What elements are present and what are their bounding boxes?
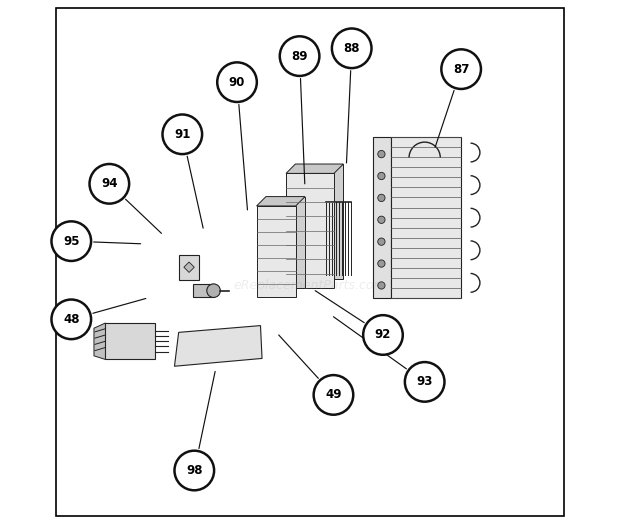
Text: eReplacementParts.com: eReplacementParts.com — [234, 279, 386, 292]
Circle shape — [280, 36, 319, 76]
Polygon shape — [266, 196, 305, 288]
Polygon shape — [179, 255, 199, 280]
Circle shape — [89, 164, 129, 204]
Circle shape — [405, 362, 445, 402]
Text: 49: 49 — [326, 388, 342, 401]
Text: 90: 90 — [229, 75, 246, 89]
Circle shape — [378, 238, 385, 245]
Circle shape — [378, 260, 385, 267]
Polygon shape — [184, 262, 194, 272]
Text: 89: 89 — [291, 50, 308, 62]
Polygon shape — [174, 325, 262, 366]
Circle shape — [174, 451, 214, 490]
Bar — [105, 323, 155, 359]
Circle shape — [207, 284, 220, 298]
Text: 95: 95 — [63, 235, 79, 248]
Circle shape — [314, 375, 353, 414]
Polygon shape — [286, 164, 343, 173]
Circle shape — [378, 194, 385, 202]
Circle shape — [217, 62, 257, 102]
Circle shape — [162, 115, 202, 154]
Polygon shape — [373, 137, 391, 299]
Circle shape — [378, 282, 385, 289]
Circle shape — [378, 150, 385, 158]
Bar — [193, 285, 213, 297]
Text: 94: 94 — [101, 177, 118, 190]
Text: 93: 93 — [417, 375, 433, 388]
Text: 92: 92 — [374, 329, 391, 342]
Circle shape — [51, 221, 91, 261]
Polygon shape — [94, 323, 105, 359]
Text: 48: 48 — [63, 313, 79, 326]
Circle shape — [441, 49, 481, 89]
Text: 87: 87 — [453, 63, 469, 75]
Polygon shape — [295, 164, 343, 279]
Text: 91: 91 — [174, 128, 190, 141]
Polygon shape — [286, 173, 334, 288]
Circle shape — [51, 300, 91, 339]
Polygon shape — [257, 206, 296, 297]
Text: 98: 98 — [186, 464, 203, 477]
Circle shape — [332, 28, 371, 68]
Circle shape — [378, 172, 385, 180]
Circle shape — [363, 315, 403, 355]
Text: 88: 88 — [343, 42, 360, 55]
Bar — [391, 137, 461, 299]
Polygon shape — [257, 196, 305, 206]
Circle shape — [378, 216, 385, 223]
